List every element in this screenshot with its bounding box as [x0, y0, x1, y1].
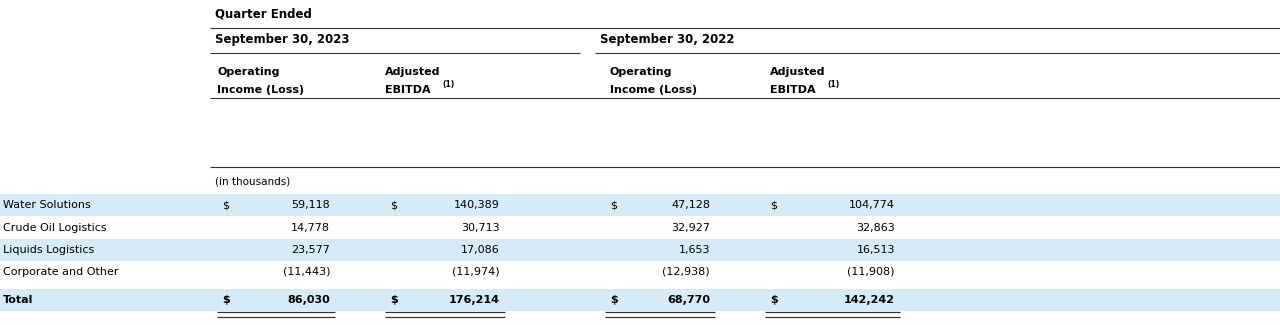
Text: $: $	[221, 200, 229, 210]
Text: Income (Loss): Income (Loss)	[218, 85, 305, 95]
Bar	[0, 289, 1280, 311]
Text: $: $	[221, 295, 229, 305]
Text: (11,443): (11,443)	[283, 267, 330, 277]
Text: Water Solutions: Water Solutions	[3, 200, 91, 210]
Text: (1): (1)	[827, 81, 840, 89]
Text: 17,086: 17,086	[461, 245, 500, 255]
Text: September 30, 2022: September 30, 2022	[600, 33, 735, 46]
Text: 86,030: 86,030	[287, 295, 330, 305]
Text: 32,863: 32,863	[856, 223, 895, 233]
Text: 23,577: 23,577	[291, 245, 330, 255]
Text: 14,778: 14,778	[291, 223, 330, 233]
Text: 176,214: 176,214	[449, 295, 500, 305]
Text: 68,770: 68,770	[667, 295, 710, 305]
Text: 16,513: 16,513	[856, 245, 895, 255]
Text: Income (Loss): Income (Loss)	[611, 85, 698, 95]
Text: $: $	[771, 295, 778, 305]
Text: Liquids Logistics: Liquids Logistics	[3, 245, 95, 255]
Text: September 30, 2023: September 30, 2023	[215, 33, 349, 46]
Text: 32,927: 32,927	[671, 223, 710, 233]
Text: (12,938): (12,938)	[662, 267, 710, 277]
Text: $: $	[611, 295, 618, 305]
Bar	[0, 194, 1280, 216]
Text: Operating: Operating	[611, 67, 672, 77]
Text: $: $	[390, 295, 398, 305]
Text: 140,389: 140,389	[454, 200, 500, 210]
Text: (11,974): (11,974)	[452, 267, 500, 277]
Text: $: $	[390, 200, 397, 210]
Text: Adjusted: Adjusted	[385, 67, 440, 77]
Text: $: $	[771, 200, 777, 210]
Text: (11,908): (11,908)	[847, 267, 895, 277]
Text: (1): (1)	[442, 81, 454, 89]
Text: EBITDA: EBITDA	[771, 85, 815, 95]
Text: Operating: Operating	[218, 67, 279, 77]
Text: Corporate and Other: Corporate and Other	[3, 267, 119, 277]
Text: 59,118: 59,118	[292, 200, 330, 210]
Text: 1,653: 1,653	[678, 245, 710, 255]
Text: EBITDA: EBITDA	[385, 85, 430, 95]
Text: Crude Oil Logistics: Crude Oil Logistics	[3, 223, 106, 233]
Text: 30,713: 30,713	[461, 223, 500, 233]
Text: Adjusted: Adjusted	[771, 67, 826, 77]
Text: Quarter Ended: Quarter Ended	[215, 7, 312, 20]
Text: 47,128: 47,128	[671, 200, 710, 210]
Text: Total: Total	[3, 295, 33, 305]
Text: (in thousands): (in thousands)	[215, 177, 291, 187]
Text: 142,242: 142,242	[844, 295, 895, 305]
Text: 104,774: 104,774	[849, 200, 895, 210]
Text: $: $	[611, 200, 617, 210]
Bar	[0, 239, 1280, 261]
